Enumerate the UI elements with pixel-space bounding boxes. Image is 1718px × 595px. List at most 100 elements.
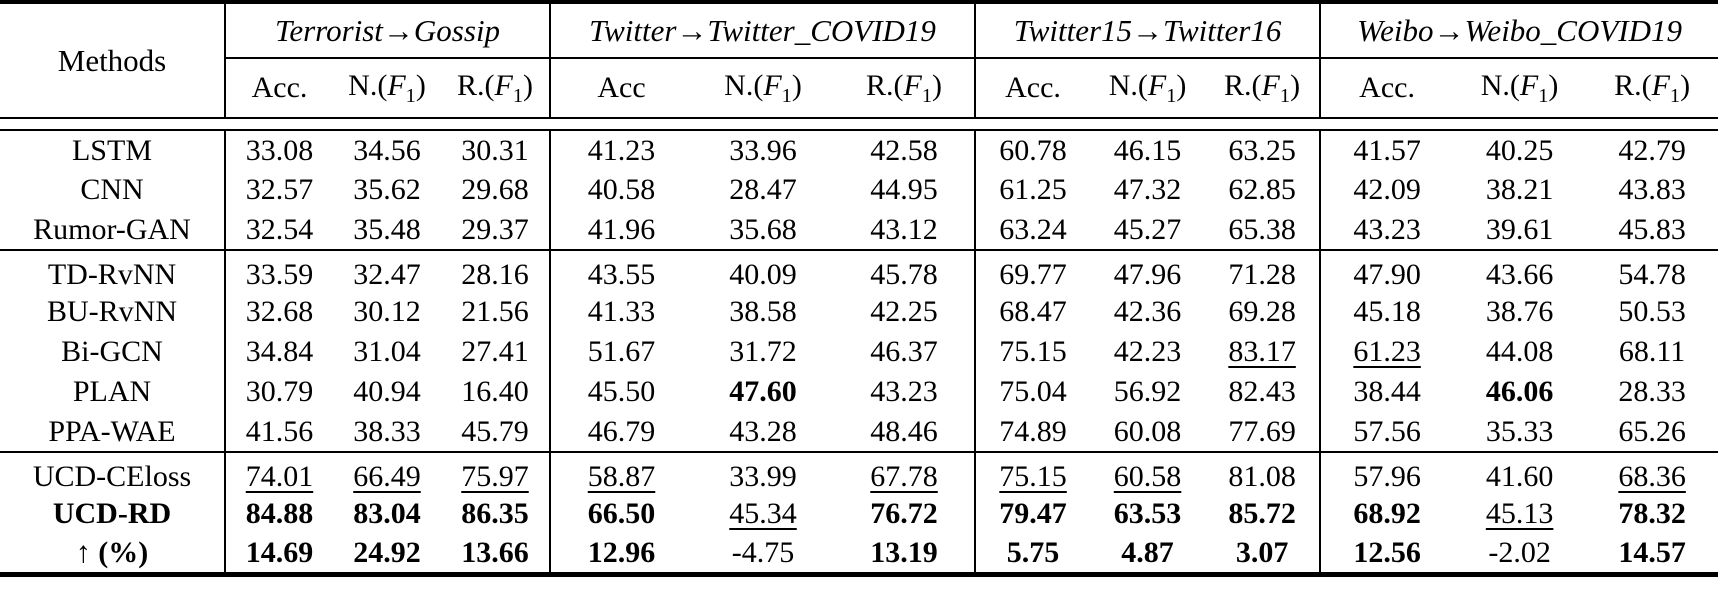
cell-value: 61.25 (974, 170, 1091, 210)
cell-value: 46.06 (1485, 375, 1554, 408)
cell-value: 29.68 (461, 173, 529, 206)
table-row: CNN 32.57 35.62 29.68 40.58 28.47 44.95 61.25 47… (0, 170, 1718, 210)
cell-value: 32.57 (224, 170, 333, 210)
cell-value: 32.68 (224, 292, 333, 332)
cell-value: 33.99 (692, 451, 835, 494)
cell-value: 75.97 (441, 451, 551, 494)
cell-value: 40.94 (353, 375, 421, 408)
table-row: Bi-GCN 34.84 31.04 27.41 51.67 31.72 46.37 75.1… (0, 332, 1718, 372)
cell-value: 13.66 (461, 535, 529, 569)
cell-value: 35.33 (1485, 414, 1554, 448)
method-name: ↑ (%) (75, 535, 149, 569)
cell-value: 50.53 (1618, 295, 1686, 328)
cell-value: 82.43 (1228, 375, 1296, 408)
group-header-twitter15-twitter16: Twitter15→Twitter16 (974, 2, 1321, 59)
cell-value: 68.92 (1319, 494, 1454, 534)
cell-value: 54.78 (1586, 249, 1718, 292)
method-name: PLAN (72, 375, 152, 408)
cell-value: 42.36 (1113, 295, 1182, 328)
cell-value: 24.92 (353, 535, 421, 569)
cell-value: 45.83 (1618, 212, 1686, 246)
header-row-datasets: Methods Terrorist→Gossip Twitter→Twitter… (0, 2, 1718, 78)
dataset-name: Twitter15→Twitter16 (1013, 12, 1282, 48)
cell-value: 85.72 (1228, 497, 1296, 530)
cell-value: 41.23 (549, 130, 693, 170)
cell-value: 28.33 (1618, 375, 1686, 408)
group-header-terrorist-gossip: Terrorist→Gossip (223, 2, 551, 59)
dataset-name: Terrorist→Gossip (274, 12, 501, 48)
cell-value: 86.35 (461, 497, 529, 530)
cell-value: 12.56 (1319, 534, 1454, 574)
cell-value: 30.31 (461, 133, 529, 167)
cell-value: 12.96 (549, 534, 693, 574)
double-rule (0, 117, 1718, 131)
dataset-name: Twitter→Twitter_COVID19 (589, 12, 936, 48)
cell-value: 56.92 (1113, 375, 1182, 408)
table-row: Rumor-GAN 32.54 35.48 29.37 41.96 35.68 43.12 6… (0, 210, 1718, 250)
cell-value: 83.17 (1228, 335, 1296, 368)
cell-value: 62.85 (1228, 173, 1296, 206)
table-row: UCD-CEloss 74.01 66.49 75.97 58.87 33.99 67.78… (0, 451, 1718, 494)
cell-value: 51.67 (549, 332, 693, 372)
cell-value: 42.58 (870, 133, 938, 167)
dataset-name: Weibo→Weibo_COVID19 (1357, 12, 1683, 48)
cell-value: 27.41 (461, 335, 529, 368)
cell-value: 83.04 (353, 497, 421, 530)
method-name: Bi-GCN (61, 335, 163, 368)
table-row: PPA-WAE 41.56 38.33 45.79 46.79 43.28 48.46 74.… (0, 412, 1718, 452)
cell-value: 40.58 (549, 170, 693, 210)
cell-value: 74.89 (974, 412, 1091, 452)
results-body: LSTM 33.08 34.56 30.31 41.23 33.96 42.58 60.78 4… (0, 130, 1718, 574)
cell-value: 21.56 (461, 295, 529, 328)
methods-header: Methods (57, 42, 167, 78)
cell-value: 68.11 (1618, 335, 1686, 368)
cell-value: 44.95 (870, 173, 938, 206)
cell-value: 47.32 (1113, 173, 1182, 206)
cell-value: 79.47 (974, 494, 1091, 534)
method-name: UCD-CEloss (0, 451, 225, 494)
cell-value: 68.47 (974, 292, 1091, 332)
cell-value: 46.79 (549, 412, 693, 452)
cell-value: 57.96 (1319, 451, 1454, 494)
subcol-header: Acc (549, 58, 693, 118)
cell-value: 45.79 (461, 414, 529, 448)
group-header-weibo-covid: Weibo→Weibo_COVID19 (1319, 2, 1718, 59)
cell-value: 45.13 (1485, 497, 1554, 530)
cell-value: 75.04 (974, 372, 1091, 412)
cell-value: 65.26 (1618, 414, 1686, 448)
cell-value: 41.60 (1453, 451, 1587, 494)
cell-value: 34.84 (224, 332, 333, 372)
method-name: LSTM (71, 133, 152, 167)
cell-value: 60.08 (1113, 414, 1182, 448)
cell-value: 74.01 (224, 451, 333, 494)
cell-value: 43.83 (1618, 173, 1686, 206)
cell-value: 69.77 (974, 249, 1091, 292)
cell-value: 43.28 (729, 414, 797, 448)
cell-value: 38.44 (1319, 372, 1454, 412)
cell-value: 60.78 (974, 130, 1091, 170)
table-row: LSTM 33.08 34.56 30.31 41.23 33.96 42.58 60.78 4… (0, 130, 1718, 170)
cell-value: 40.25 (1485, 133, 1554, 167)
cell-value: -2.02 (1488, 535, 1551, 569)
cell-value: 68.36 (1586, 451, 1718, 494)
subcol-header: Acc. (974, 58, 1091, 118)
cell-value: 58.87 (549, 451, 693, 494)
subcol-header: N.(F1) (1108, 68, 1187, 107)
table-row: TD-RvNN 33.59 32.47 28.16 43.55 40.09 45.78 69.… (0, 249, 1718, 292)
cell-value: 14.69 (224, 534, 333, 574)
cell-value: 3.07 (1235, 535, 1289, 569)
cell-value: 35.48 (353, 212, 421, 246)
cell-value: 33.96 (729, 133, 797, 167)
cell-value: 48.46 (870, 414, 938, 448)
subcol-header: R.(F1) (1614, 68, 1691, 107)
cell-value: 66.49 (333, 451, 441, 494)
method-name: TD-RvNN (0, 249, 225, 292)
cell-value: 41.96 (549, 210, 693, 250)
cell-value: 42.25 (870, 295, 938, 328)
cell-value: 75.15 (974, 451, 1091, 494)
cell-value: 63.53 (1113, 497, 1182, 530)
subcol-header: R.(F1) (456, 68, 534, 107)
table-row: BU-RvNN 32.68 30.12 21.56 41.33 38.58 42.25 68.… (0, 292, 1718, 332)
cell-value: 33.08 (224, 130, 333, 170)
method-name: BU-RvNN (46, 295, 177, 328)
